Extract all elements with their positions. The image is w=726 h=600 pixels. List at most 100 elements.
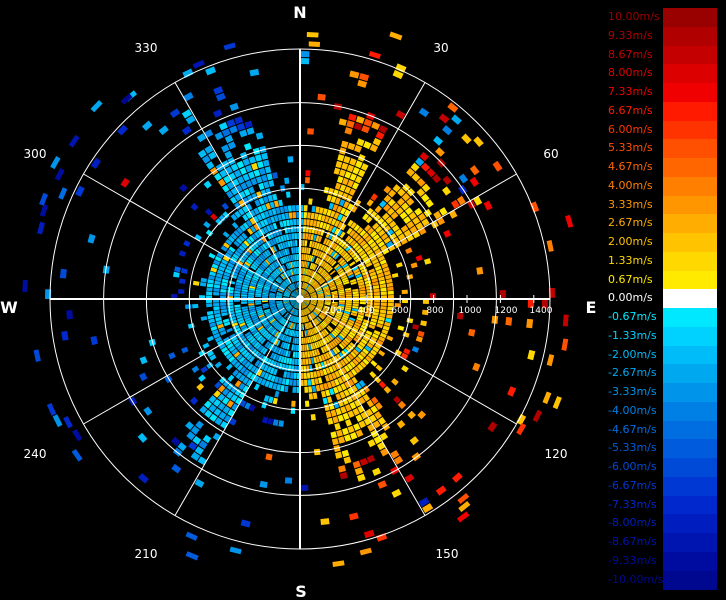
velocity-cell bbox=[234, 193, 242, 202]
velocity-cell bbox=[439, 207, 448, 216]
velocity-cell bbox=[249, 309, 256, 313]
velocity-cell bbox=[343, 155, 351, 164]
velocity-cell bbox=[208, 151, 217, 160]
velocity-cell bbox=[373, 295, 380, 299]
velocity-cell bbox=[303, 301, 308, 306]
velocity-cell bbox=[407, 410, 416, 420]
velocity-cell bbox=[336, 237, 342, 244]
velocity-cell bbox=[353, 324, 360, 330]
velocity-cell bbox=[232, 178, 240, 187]
velocity-cell bbox=[290, 300, 297, 302]
velocity-cell bbox=[203, 221, 211, 229]
velocity-cell bbox=[334, 228, 340, 235]
velocity-cell bbox=[236, 314, 243, 319]
velocity-cell bbox=[293, 302, 298, 307]
legend-item: 4.00m/s bbox=[604, 176, 722, 196]
velocity-cell bbox=[325, 367, 331, 374]
velocity-cell bbox=[274, 237, 280, 244]
velocity-cell bbox=[286, 336, 290, 343]
velocity-cell bbox=[221, 278, 229, 283]
velocity-cell bbox=[432, 174, 442, 184]
velocity-cell bbox=[39, 204, 49, 217]
velocity-cell bbox=[246, 371, 253, 379]
velocity-cell bbox=[290, 330, 294, 337]
velocity-cell bbox=[309, 304, 315, 309]
velocity-cell bbox=[305, 254, 308, 261]
velocity-cell bbox=[337, 229, 343, 237]
velocity-cell bbox=[366, 289, 373, 293]
velocity-cell bbox=[421, 218, 430, 227]
velocity-cell bbox=[306, 276, 310, 283]
velocity-cell bbox=[378, 336, 386, 342]
velocity-cell bbox=[421, 183, 431, 193]
velocity-cell bbox=[249, 311, 257, 315]
velocity-cell bbox=[283, 300, 290, 302]
velocity-cell bbox=[302, 290, 306, 296]
velocity-cell bbox=[343, 310, 351, 315]
velocity-cell bbox=[311, 350, 316, 357]
velocity-cell bbox=[376, 339, 384, 346]
velocity-cell bbox=[317, 93, 326, 101]
velocity-cell bbox=[363, 118, 373, 127]
velocity-cell bbox=[216, 252, 224, 259]
velocity-cell bbox=[196, 133, 207, 143]
velocity-cell bbox=[345, 305, 352, 308]
velocity-cell bbox=[372, 222, 380, 230]
velocity-cell bbox=[304, 247, 307, 254]
velocity-cell bbox=[278, 276, 283, 282]
velocity-cell bbox=[282, 220, 287, 227]
velocity-cell bbox=[277, 355, 282, 362]
velocity-cell bbox=[308, 358, 312, 365]
velocity-cell bbox=[412, 324, 420, 330]
velocity-cell bbox=[244, 250, 251, 256]
velocity-cell bbox=[257, 246, 264, 253]
velocity-cell bbox=[310, 313, 315, 319]
velocity-cell bbox=[302, 240, 305, 247]
velocity-cell bbox=[323, 360, 328, 368]
velocity-cell bbox=[268, 316, 274, 321]
velocity-cell bbox=[226, 190, 234, 199]
velocity-cell bbox=[527, 349, 536, 361]
velocity-cell bbox=[310, 234, 314, 241]
velocity-cell bbox=[318, 259, 323, 266]
velocity-cell bbox=[394, 303, 401, 308]
velocity-cell bbox=[451, 114, 462, 125]
velocity-cell bbox=[411, 346, 420, 353]
velocity-cell bbox=[200, 277, 208, 283]
legend-swatch bbox=[663, 251, 717, 271]
velocity-cell bbox=[311, 205, 316, 213]
velocity-cell bbox=[232, 339, 240, 345]
velocity-cell bbox=[59, 268, 67, 279]
velocity-cell bbox=[329, 388, 335, 396]
velocity-cell bbox=[284, 385, 289, 393]
velocity-cell bbox=[229, 546, 242, 555]
velocity-cell bbox=[272, 383, 278, 390]
velocity-cell bbox=[352, 349, 359, 356]
velocity-cell bbox=[291, 358, 295, 365]
velocity-cell bbox=[241, 286, 249, 290]
velocity-cell bbox=[238, 319, 245, 325]
velocity-cell bbox=[306, 32, 319, 38]
velocity-cell bbox=[336, 267, 343, 273]
velocity-cell bbox=[278, 251, 283, 258]
velocity-cell bbox=[263, 395, 270, 402]
velocity-cell bbox=[565, 214, 574, 228]
velocity-cell bbox=[264, 166, 272, 174]
velocity-cell bbox=[331, 331, 337, 338]
velocity-cell bbox=[306, 307, 311, 313]
velocity-cell bbox=[242, 222, 250, 230]
velocity-cell bbox=[408, 211, 417, 220]
legend-item: 2.00m/s bbox=[604, 233, 722, 252]
polar-grid bbox=[49, 48, 551, 550]
velocity-cell bbox=[336, 312, 343, 316]
velocity-cell bbox=[274, 261, 279, 268]
velocity-cell bbox=[236, 364, 244, 371]
velocity-cell bbox=[272, 361, 278, 368]
velocity-cell bbox=[253, 318, 260, 323]
velocity-cell bbox=[397, 400, 407, 410]
velocity-cell bbox=[339, 391, 346, 399]
velocity-cell bbox=[218, 411, 227, 420]
velocity-cell bbox=[292, 330, 295, 337]
velocity-cell bbox=[209, 354, 217, 361]
velocity-cell bbox=[390, 211, 399, 220]
